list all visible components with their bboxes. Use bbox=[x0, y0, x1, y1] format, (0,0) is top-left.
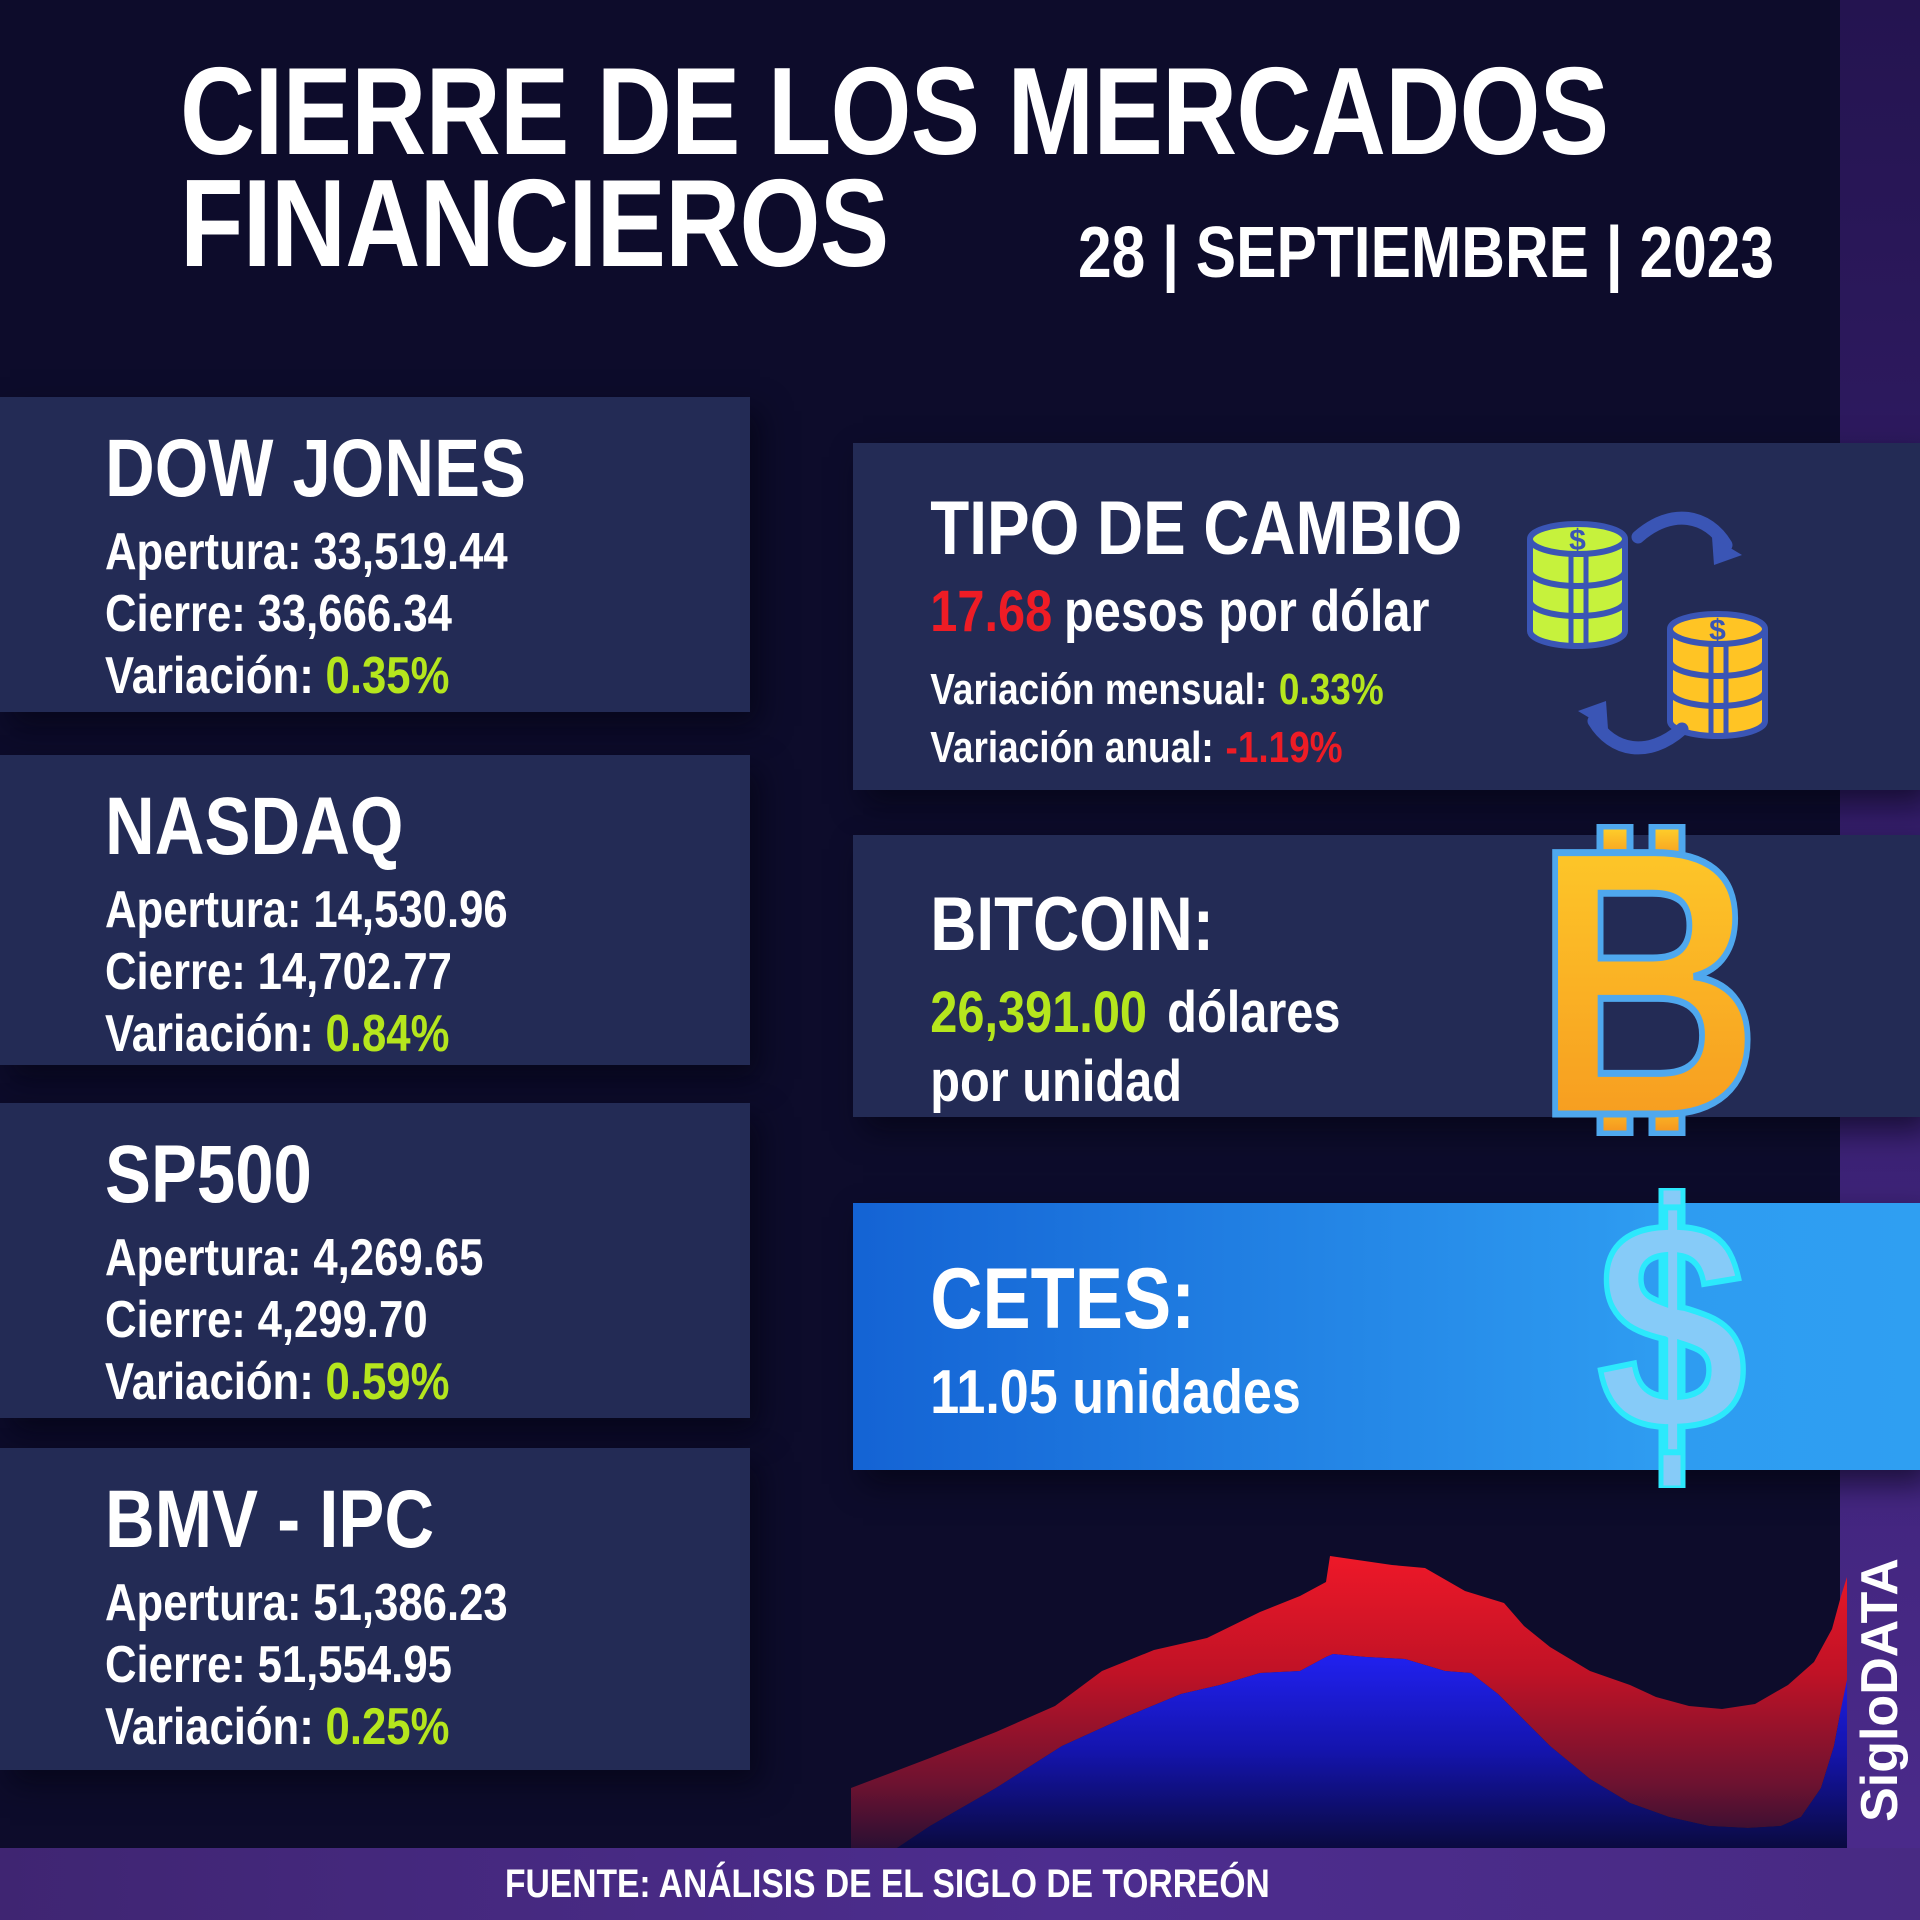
apertura-line: Apertura: 14,530.96 bbox=[105, 881, 508, 939]
bitcoin-icon: B bbox=[1531, 824, 1766, 1136]
card-cetes: CETES: 11.05 unidades bbox=[853, 1203, 1920, 1470]
apertura-line: Apertura: 51,386.23 bbox=[105, 1574, 508, 1632]
card-dow-jones: DOW JONES Apertura: 33,519.44 Cierre: 33,6… bbox=[0, 397, 750, 712]
svg-text:$: $ bbox=[1569, 524, 1586, 557]
svg-text:B: B bbox=[1534, 824, 1762, 1136]
card-bitcoin: BITCOIN: 26,391.00 dólares por unidad bbox=[853, 835, 1920, 1117]
dollar-icon: $ bbox=[1594, 1188, 1750, 1488]
date-label: 28 | SEPTIEMBRE | 2023 bbox=[1078, 213, 1775, 293]
bitcoin-price-line: 26,391.00 dólares bbox=[930, 980, 1341, 1045]
index-name: BMV - IPC bbox=[105, 1474, 435, 1565]
page-title: CIERRE DE LOS MERCADOS FINANCIEROS bbox=[180, 43, 1609, 293]
page-title-line2: FINANCIEROS bbox=[180, 155, 889, 293]
currency-exchange-icon: $ $ bbox=[1527, 511, 1768, 755]
apertura-line: Apertura: 4,269.65 bbox=[105, 1229, 484, 1287]
variacion-line: Variación: 0.84% bbox=[105, 1005, 450, 1063]
brand-label: SigloDATA bbox=[1851, 1558, 1909, 1822]
variacion-line: Variación: 0.59% bbox=[105, 1353, 450, 1411]
source-text: FUENTE: ANÁLISIS DE EL SIGLO DE TORREÓN bbox=[504, 1861, 1270, 1906]
brand-vertical: SigloDATA bbox=[1840, 1540, 1920, 1840]
apertura-line: Apertura: 33,519.44 bbox=[105, 523, 508, 581]
blue-area bbox=[851, 1654, 1847, 1848]
card-nasdaq: NASDAQ Apertura: 14,530.96 Cierre: 14,702.… bbox=[0, 755, 750, 1065]
bitcoin-unit-line: por unidad bbox=[930, 1049, 1182, 1114]
variacion-line: Variación: 0.25% bbox=[105, 1698, 450, 1756]
page-title-line1: CIERRE DE LOS MERCADOS bbox=[180, 43, 1609, 181]
card-bmv-ipc: BMV - IPC Apertura: 51,386.23 Cierre: 51,5… bbox=[0, 1448, 750, 1770]
cierre-line: Cierre: 4,299.70 bbox=[105, 1291, 428, 1349]
cierre-line: Cierre: 51,554.95 bbox=[105, 1636, 452, 1694]
cierre-line: Cierre: 14,702.77 bbox=[105, 943, 452, 1001]
index-name: DOW JONES bbox=[105, 423, 526, 514]
svg-text:$: $ bbox=[1597, 1188, 1747, 1488]
footer-bar: FUENTE: ANÁLISIS DE EL SIGLO DE TORREÓN bbox=[0, 1848, 1920, 1920]
cetes-title: CETES: bbox=[930, 1251, 1196, 1347]
exchange-rate-line: 17.68 pesos por dólar bbox=[930, 579, 1430, 644]
variacion-line: Variación: 0.35% bbox=[105, 647, 450, 705]
index-name: NASDAQ bbox=[105, 781, 404, 872]
card-sp500: SP500 Apertura: 4,269.65 Cierre: 4,299.70 … bbox=[0, 1103, 750, 1418]
red-area bbox=[851, 1556, 1847, 1848]
cierre-line: Cierre: 33,666.34 bbox=[105, 585, 452, 643]
market-area-chart bbox=[851, 1556, 1847, 1848]
bitcoin-title: BITCOIN: bbox=[930, 882, 1214, 967]
svg-text:$: $ bbox=[1709, 614, 1726, 647]
exchange-annual-line: Variación anual: -1.19% bbox=[930, 723, 1343, 772]
exchange-monthly-line: Variación mensual: 0.33% bbox=[930, 665, 1384, 714]
index-name: SP500 bbox=[105, 1129, 312, 1220]
exchange-title: TIPO DE CAMBIO bbox=[930, 486, 1463, 571]
cetes-value: 11.05 unidades bbox=[930, 1358, 1301, 1427]
